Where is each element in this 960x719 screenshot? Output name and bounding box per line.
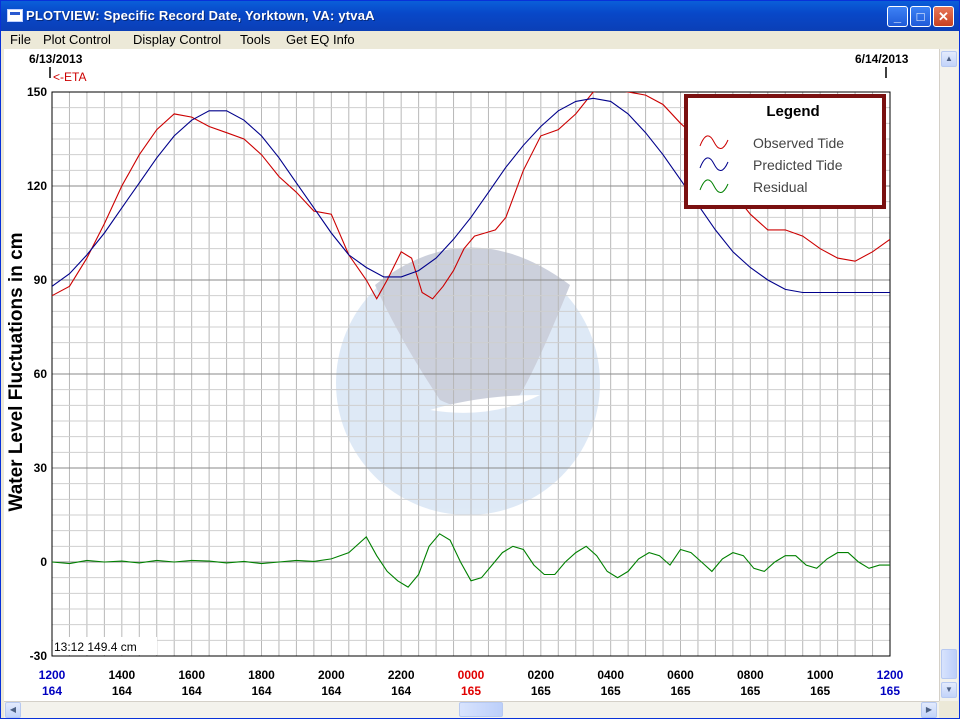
legend-entry-predicted: Predicted Tide: [753, 157, 843, 173]
menu-tools[interactable]: Tools: [240, 32, 271, 47]
x-tick-label-day: 165: [531, 684, 551, 698]
x-tick-label-time: 0600: [667, 668, 694, 682]
x-tick-labels: 1200 164 1400 164 1600 164 1800 164 2000 164 2200 1…: [39, 668, 904, 698]
x-tick-label-day: 164: [251, 684, 271, 698]
x-tick-label-time: 1800: [248, 668, 275, 682]
series-line-residual: [52, 533, 890, 588]
maximize-button[interactable]: □: [910, 6, 931, 27]
y-tick-label: 150: [27, 85, 47, 99]
x-tick-label-time: 1400: [108, 668, 135, 682]
start-date-label: 6/13/2013: [29, 52, 83, 66]
x-tick-label-day: 165: [740, 684, 760, 698]
scroll-up-arrow-icon[interactable]: ▲: [941, 51, 957, 67]
vertical-scroll-thumb[interactable]: [941, 649, 957, 679]
eta-label: <-ETA: [53, 70, 86, 84]
menu-plot-control[interactable]: Plot Control: [43, 32, 111, 47]
y-axis-label: Water Level Fluctuations in cm: [6, 232, 27, 511]
x-tick-label-day: 165: [810, 684, 830, 698]
x-tick-label-day: 165: [880, 684, 900, 698]
y-tick-labels: 150 120 90 60 30 0 -30: [27, 85, 47, 663]
x-tick-label-day: 164: [42, 684, 62, 698]
menu-file[interactable]: File: [10, 32, 31, 47]
end-date-label: 6/14/2013: [855, 52, 909, 66]
x-tick-label-time: 0200: [527, 668, 554, 682]
minimize-button[interactable]: _: [887, 6, 908, 27]
app-icon: [7, 9, 23, 22]
menu-get-eq-info[interactable]: Get EQ Info: [286, 32, 355, 47]
scroll-left-arrow-icon[interactable]: ◀: [5, 702, 21, 718]
x-tick-label-time: 0000: [458, 668, 485, 682]
close-button[interactable]: ✕: [933, 6, 954, 27]
legend-observed-swatch: [699, 135, 729, 149]
menu-bar: File Plot Control Display Control Tools …: [1, 31, 959, 49]
plot-frame: [51, 91, 891, 657]
y-tick-label: 120: [27, 179, 47, 193]
legend-residual-swatch: [699, 179, 729, 193]
x-tick-label-day: 164: [182, 684, 202, 698]
menu-display-control[interactable]: Display Control: [133, 32, 222, 47]
x-tick-label-day: 165: [670, 684, 690, 698]
x-tick-label-day: 165: [461, 684, 481, 698]
x-tick-label-time: 0800: [737, 668, 764, 682]
x-tick-label-time: 1200: [877, 668, 904, 682]
legend-entry-residual: Residual: [753, 179, 807, 195]
title-bar[interactable]: PLOTVIEW: Specific Record Date, Yorktown…: [1, 1, 959, 31]
y-tick-label: 0: [40, 555, 47, 569]
window-title: PLOTVIEW: Specific Record Date, Yorktown…: [26, 8, 375, 23]
scroll-right-arrow-icon[interactable]: ▶: [921, 702, 937, 718]
x-tick-label-time: 1600: [178, 668, 205, 682]
legend-entry-observed: Observed Tide: [753, 135, 844, 151]
horizontal-scroll-thumb[interactable]: [459, 702, 503, 717]
scrollbar-corner: [939, 701, 958, 718]
vertical-scrollbar[interactable]: ▲ ▼: [939, 49, 958, 701]
legend[interactable]: Legend Observed Tide Predicted Tide Resi…: [684, 94, 886, 209]
x-tick-label-day: 164: [112, 684, 132, 698]
x-tick-label-time: 2000: [318, 668, 345, 682]
x-tick-label-day: 164: [321, 684, 341, 698]
y-tick-label: 90: [34, 273, 48, 287]
x-tick-label-time: 0400: [597, 668, 624, 682]
series-line-predicted-tide: [52, 97, 890, 294]
scroll-down-arrow-icon[interactable]: ▼: [941, 682, 957, 698]
noaa-watermark-icon: [336, 247, 600, 515]
y-tick-label: 60: [34, 367, 48, 381]
x-tick-label-time: 1200: [39, 668, 66, 682]
y-tick-label: 30: [34, 461, 48, 475]
cursor-readout: 13:12 149.4 cm: [54, 640, 137, 654]
legend-title: Legend: [766, 103, 819, 120]
x-tick-label-day: 165: [601, 684, 621, 698]
cursor-readout-bg: [53, 637, 157, 655]
y-tick-label: -30: [30, 649, 48, 663]
x-tick-label-time: 2200: [388, 668, 415, 682]
horizontal-scrollbar[interactable]: ◀ ▶: [4, 701, 939, 718]
x-tick-label-day: 164: [391, 684, 411, 698]
legend-predicted-swatch: [699, 157, 729, 171]
x-tick-label-time: 1000: [807, 668, 834, 682]
